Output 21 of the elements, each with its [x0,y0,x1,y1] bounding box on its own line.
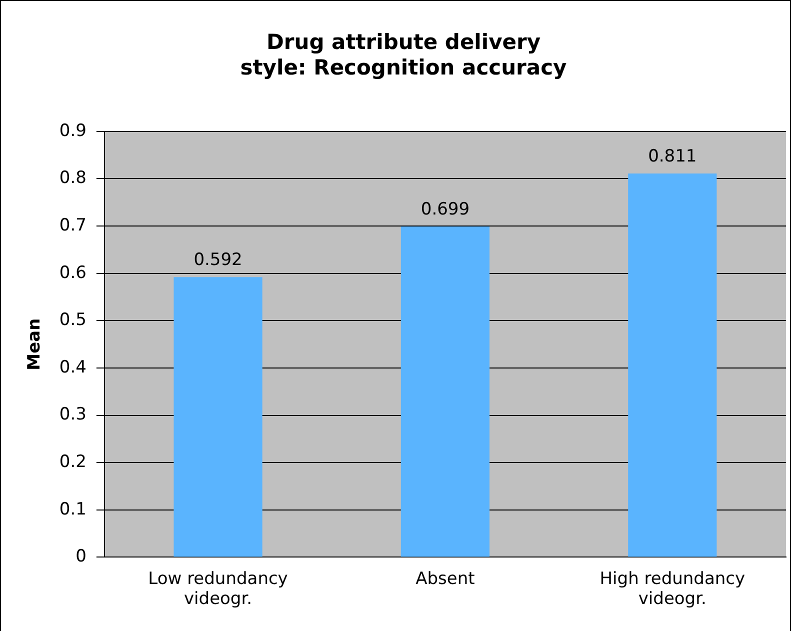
y-tick-label: 0 [76,546,86,567]
data-label: 0.592 [194,250,242,270]
x-tick-label: Absent [416,568,476,589]
data-label: 0.811 [648,146,697,166]
bar [400,226,490,557]
y-tick-label: 0.2 [59,452,86,472]
y-axis-title: Mean [24,318,45,370]
x-tick-label: Low redundancy videogr. [148,568,288,610]
data-label: 0.699 [420,199,470,220]
y-tick-label: 0.7 [59,215,86,236]
bar [628,174,717,557]
y-tick-label: 0.1 [59,499,86,520]
y-tick-label: 0.9 [59,120,86,141]
y-tick-label: 0.5 [59,310,86,330]
x-tick-label: High redundancy videogr. [600,568,746,610]
y-tick-label: 0.6 [59,262,86,283]
bar [174,277,262,557]
y-tick-label: 0.3 [59,404,86,425]
y-tick-label: 0.4 [59,357,86,378]
y-tick-label: 0.8 [59,168,86,188]
chart-title: Drug attribute delivery style: Recognition accuracy [240,30,568,80]
